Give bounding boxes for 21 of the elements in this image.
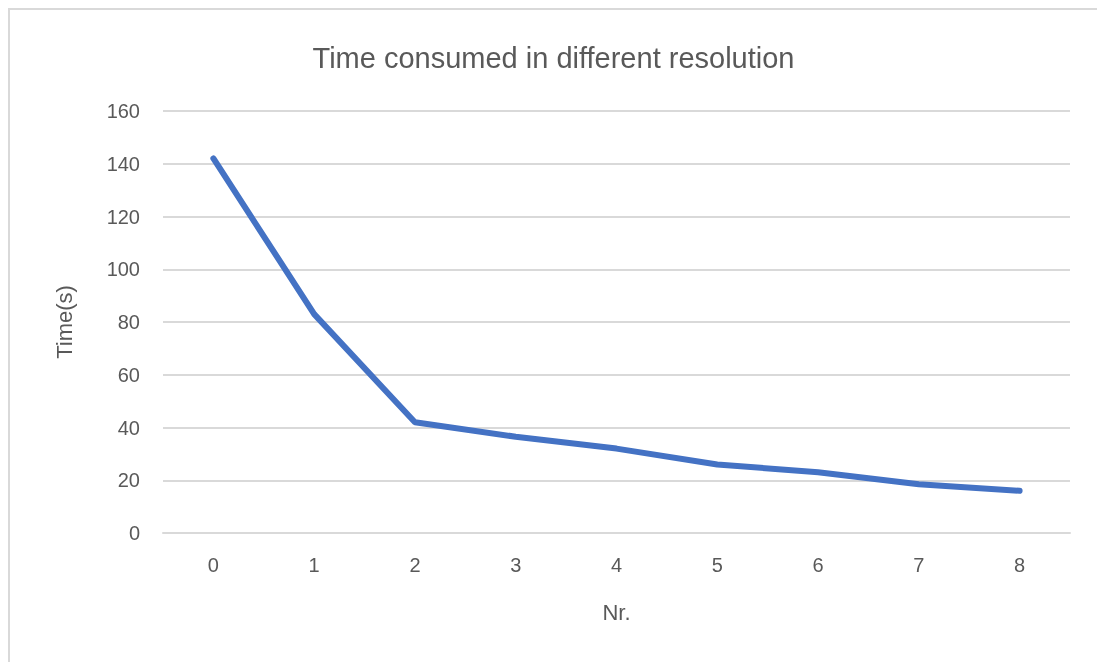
y-tick-label: 80 [117,311,140,333]
chart-title: Time consumed in different resolution [312,41,795,74]
x-tick-label: 8 [1014,554,1026,576]
x-tick-label: 2 [409,554,421,576]
y-tick-label: 60 [117,363,140,386]
x-tick-label: 7 [913,554,925,576]
x-tick-label: 4 [610,554,623,576]
x-tick-label: 3 [510,554,522,576]
y-axis-title: Time(s) [51,285,77,359]
y-tick-label: 120 [106,205,140,228]
x-tick-label: 6 [812,554,824,576]
y-tick-label: 20 [117,469,140,492]
x-tick-label: 5 [711,554,723,576]
y-tick-label: 160 [106,100,140,122]
x-axis-title: Nr. [602,599,631,625]
x-tick-label: 0 [207,554,219,576]
y-tick-label: 140 [106,152,140,175]
x-tick-label: 1 [308,554,320,576]
y-tick-label: 40 [117,416,140,439]
y-tick-label: 100 [106,258,140,281]
y-tick-label: 0 [128,522,140,544]
